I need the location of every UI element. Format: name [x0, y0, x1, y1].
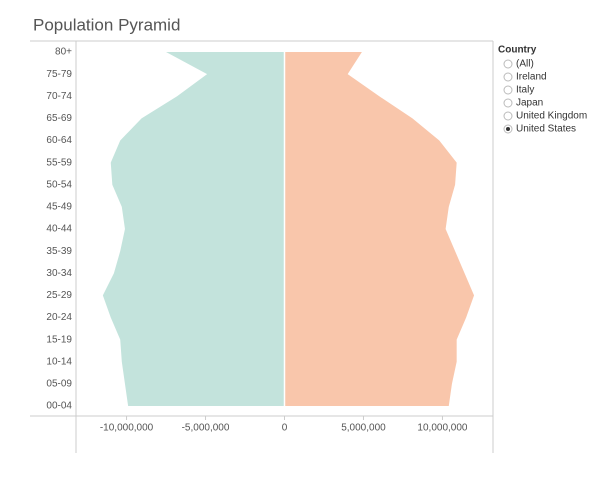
radio-label[interactable]: United States	[516, 124, 576, 135]
y-tick-label: 50-54	[46, 179, 72, 190]
radio[interactable]	[503, 72, 513, 82]
radio-label[interactable]: (All)	[516, 59, 534, 70]
y-tick-label: 65-69	[46, 113, 72, 124]
area	[102, 52, 285, 406]
x-tick-label: -10,000,000	[100, 423, 154, 434]
y-tick-label: 20-24	[46, 312, 72, 323]
y-tick-label: 10-14	[46, 356, 72, 367]
y-tick-label: 25-29	[46, 290, 72, 301]
y-tick-label: 40-44	[46, 224, 72, 235]
radio-label[interactable]: Japan	[516, 98, 543, 109]
radio-label[interactable]: United Kingdom	[516, 111, 587, 122]
y-tick-label: 05-09	[46, 379, 72, 390]
y-tick-label: 70-74	[46, 91, 72, 102]
y-tick-label: 45-49	[46, 202, 72, 213]
y-tick-label: 60-64	[46, 135, 72, 146]
x-tick-label: -5,000,000	[182, 423, 230, 434]
y-tick-label: 80+	[55, 47, 72, 58]
y-tick-label: 00-04	[46, 401, 72, 412]
radio-label[interactable]: Ireland	[516, 72, 547, 83]
radio[interactable]	[503, 111, 513, 121]
chart-title: Population Pyramid	[33, 15, 180, 34]
radio[interactable]	[503, 98, 513, 108]
y-tick-label: 30-34	[46, 268, 72, 279]
radio-label[interactable]: Italy	[516, 85, 534, 96]
x-tick-label: 0	[282, 423, 288, 434]
x-tick-label: 5,000,000	[341, 423, 386, 434]
y-tick-label: 55-59	[46, 157, 72, 168]
radio-dot	[506, 127, 510, 131]
y-tick-label: 75-79	[46, 69, 72, 80]
x-tick-label: 10,000,000	[417, 423, 467, 434]
y-tick-label: 35-39	[46, 246, 72, 257]
radio[interactable]	[503, 85, 513, 95]
area	[284, 52, 475, 406]
radio[interactable]	[503, 59, 513, 69]
y-tick-label: 15-19	[46, 334, 72, 345]
filter-title: Country	[498, 45, 537, 56]
